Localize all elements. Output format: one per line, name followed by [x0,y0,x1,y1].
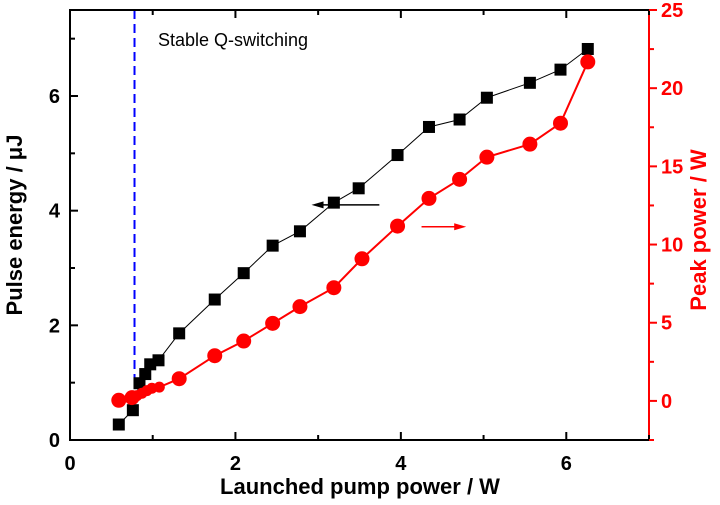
data-point-square [237,267,250,280]
data-point-square [126,404,139,417]
data-point-square [133,377,146,390]
annotation: Stable Q-switching [158,30,308,50]
data-point-circle [265,315,281,331]
x-tick-label: 2 [230,453,241,475]
data-point-square [327,196,340,209]
x-tick-label: 0 [64,453,75,475]
y-right-tick-label: 10 [661,235,683,257]
y-right-tick-label: 0 [661,391,672,413]
data-point-circle [354,251,370,267]
arrow-right-head [454,223,467,231]
data-point-square [480,91,493,104]
data-point-circle [292,299,308,315]
data-point-circle [421,190,437,206]
data-point-square [391,149,404,162]
data-point-circle [207,348,223,364]
data-point-square [523,76,536,89]
data-point-circle [111,392,127,408]
data-point-circle [153,381,165,393]
data-point-circle [479,149,495,165]
right-series-line [118,61,589,402]
arrow-left-head [311,201,324,209]
data-point-square [266,239,279,252]
y-axis-right-label: Peak power / W [686,149,711,311]
data-point-circle [326,280,342,296]
data-point-square [554,63,567,76]
data-point-circle [522,136,538,152]
data-point-square [112,418,125,431]
data-point-square [173,327,186,340]
data-point-square [139,368,152,381]
data-point-square [352,182,365,195]
data-point-circle [452,171,468,187]
x-tick-label: 6 [561,453,572,475]
y-right-tick-label: 25 [661,0,683,22]
data-point-circle [390,218,406,234]
left-series-line [118,48,589,425]
y-left-tick-label: 6 [49,86,60,108]
y-right-tick-label: 20 [661,78,683,100]
data-point-circle [580,54,596,70]
data-point-circle [171,371,187,387]
data-point-square [422,120,435,133]
y-left-tick-label: 0 [49,430,60,452]
y-left-tick-label: 4 [49,201,61,223]
data-point-square [208,293,221,306]
x-axis-label: Launched pump power / W [220,474,500,499]
data-point-circle [552,115,568,131]
x-tick-label: 4 [395,453,407,475]
data-point-square [152,354,165,367]
data-point-square [453,113,466,126]
y-axis-left-label: Pulse energy / μJ [2,135,27,316]
data-point-square [581,42,594,55]
data-point-square [293,225,306,238]
y-right-tick-label: 5 [661,313,672,335]
data-point-circle [236,333,252,349]
y-right-tick-label: 15 [661,156,683,178]
y-left-tick-label: 2 [49,315,60,337]
